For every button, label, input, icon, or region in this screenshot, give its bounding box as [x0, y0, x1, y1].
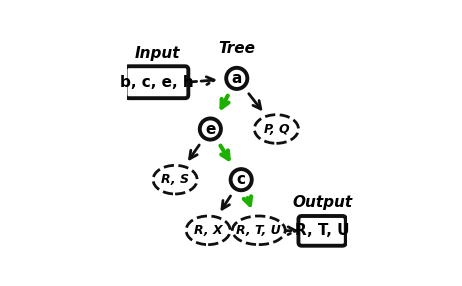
FancyBboxPatch shape: [126, 66, 188, 98]
Text: R, S: R, S: [161, 173, 189, 186]
Circle shape: [226, 68, 247, 89]
Ellipse shape: [255, 115, 298, 143]
Text: c: c: [237, 172, 246, 187]
Text: R, T, U: R, T, U: [295, 223, 349, 238]
FancyBboxPatch shape: [298, 216, 346, 246]
Text: b, c, e, h: b, c, e, h: [120, 75, 194, 90]
Text: Output: Output: [292, 196, 352, 210]
Text: R, T, U: R, T, U: [237, 224, 281, 237]
Text: Input: Input: [134, 46, 180, 61]
Text: e: e: [205, 122, 216, 136]
Text: P, Q: P, Q: [264, 122, 289, 136]
Text: Tree: Tree: [218, 41, 255, 56]
Ellipse shape: [232, 216, 285, 245]
Ellipse shape: [186, 216, 230, 245]
Ellipse shape: [153, 165, 197, 194]
Text: R, X: R, X: [194, 224, 223, 237]
Circle shape: [231, 169, 252, 190]
Text: a: a: [231, 71, 242, 86]
Circle shape: [200, 118, 221, 140]
